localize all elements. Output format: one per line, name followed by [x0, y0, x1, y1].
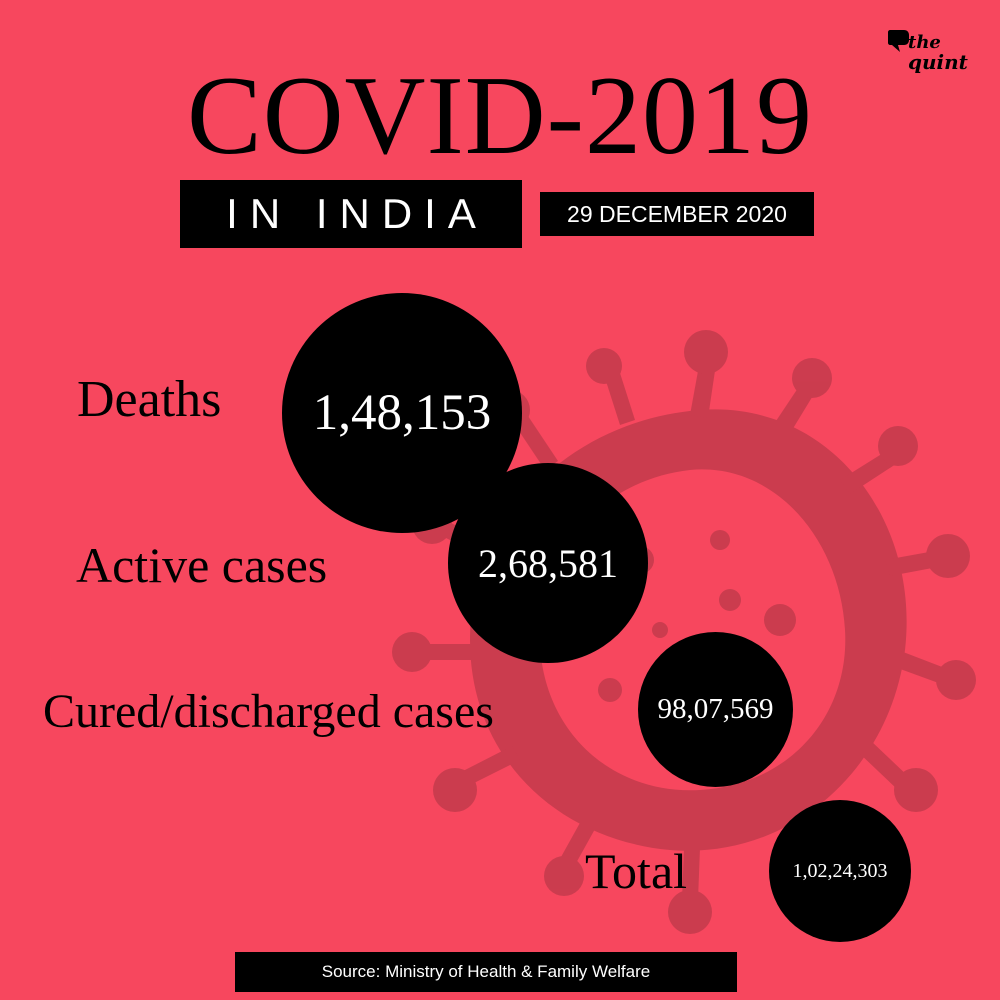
stat-value-total: 1,02,24,303	[769, 800, 911, 942]
stat-label-cured: Cured/discharged cases	[43, 685, 494, 738]
stat-label-total: Total	[585, 843, 688, 899]
the-quint-logo: the quint	[886, 30, 986, 80]
subtitle-badge: IN INDIA	[180, 180, 522, 248]
logo-text-quint: quint	[908, 50, 968, 74]
stat-label-deaths: Deaths	[77, 371, 222, 428]
date-badge: 29 DECEMBER 2020	[540, 192, 814, 236]
stat-value-cured: 98,07,569	[638, 632, 793, 787]
stat-value-text: 98,07,569	[657, 693, 774, 725]
stat-label-active: Active cases	[76, 537, 328, 593]
source-note: Source: Ministry of Health & Family Welf…	[235, 952, 737, 992]
logo-text-the: the	[908, 32, 941, 53]
stat-value-text: 1,48,153	[312, 385, 492, 441]
speech-bubble-icon	[888, 30, 909, 52]
stat-value-active: 2,68,581	[448, 463, 648, 663]
stat-value-text: 1,02,24,303	[792, 859, 888, 882]
page-title: COVID-2019	[187, 54, 813, 178]
stat-value-text: 2,68,581	[478, 540, 618, 586]
